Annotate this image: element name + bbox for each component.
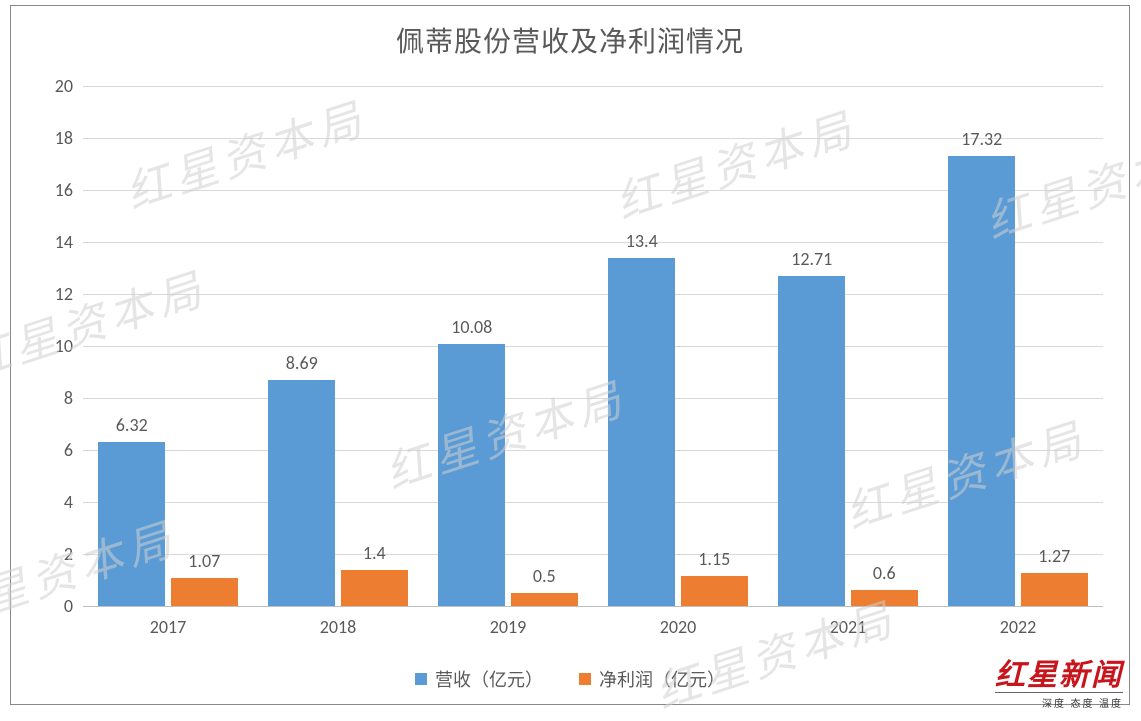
bar <box>511 593 578 606</box>
data-label: 0.5 <box>533 565 556 587</box>
bar <box>948 156 1015 606</box>
y-axis-tick-label: 18 <box>38 127 73 149</box>
y-axis-tick-label: 20 <box>38 75 73 97</box>
y-axis-tick-label: 2 <box>38 543 73 565</box>
legend-label: 营收（亿元） <box>435 666 543 692</box>
legend: 营收（亿元） 净利润（亿元） <box>11 666 1129 692</box>
y-axis-tick-label: 16 <box>38 179 73 201</box>
y-axis-tick-label: 4 <box>38 491 73 513</box>
data-label: 1.07 <box>188 550 220 572</box>
x-axis-tick-label: 2019 <box>490 616 527 638</box>
x-axis-tick-label: 2021 <box>830 616 867 638</box>
plot-area: 0246810121416182020176.321.0720188.691.4… <box>83 86 1103 606</box>
bar <box>268 380 335 606</box>
x-axis-tick-label: 2017 <box>150 616 187 638</box>
bar <box>341 570 408 606</box>
bar <box>438 344 505 606</box>
logo-main-text: 红星新闻 <box>995 650 1123 694</box>
legend-swatch <box>415 673 427 685</box>
legend-item: 营收（亿元） <box>415 666 543 692</box>
source-logo: 红星新闻 深度 态度 温度 <box>995 650 1123 710</box>
y-axis-tick-label: 8 <box>38 387 73 409</box>
x-axis-tick-label: 2018 <box>320 616 357 638</box>
bar <box>681 576 748 606</box>
data-label: 6.32 <box>116 414 148 436</box>
data-label: 1.15 <box>698 548 730 570</box>
y-axis-tick-label: 14 <box>38 231 73 253</box>
gridline <box>83 138 1103 139</box>
gridline <box>83 86 1103 87</box>
bar <box>608 258 675 606</box>
data-label: 0.6 <box>873 562 896 584</box>
bar <box>778 276 845 606</box>
bar <box>171 578 238 606</box>
data-label: 13.4 <box>626 230 658 252</box>
y-axis-tick-label: 0 <box>38 595 73 617</box>
data-label: 8.69 <box>286 352 318 374</box>
chart-title: 佩蒂股份营收及净利润情况 <box>11 6 1129 70</box>
legend-item: 净利润（亿元） <box>579 666 725 692</box>
data-label: 1.4 <box>363 542 386 564</box>
bar <box>851 590 918 606</box>
gridline <box>83 606 1103 607</box>
legend-label: 净利润（亿元） <box>599 666 725 692</box>
data-label: 17.32 <box>961 128 1002 150</box>
chart-container: 佩蒂股份营收及净利润情况 0 2 4 6 8 10 12 14 16 18 20 2017 6.32 1.… <box>10 5 1130 705</box>
y-axis-tick-label: 10 <box>38 335 73 357</box>
logo-sub-text: 深度 态度 温度 <box>995 692 1123 710</box>
legend-swatch <box>579 673 591 685</box>
y-axis-tick-label: 12 <box>38 283 73 305</box>
data-label: 10.08 <box>451 316 492 338</box>
y-axis-tick-label: 6 <box>38 439 73 461</box>
x-axis-tick-label: 2020 <box>660 616 697 638</box>
data-label: 1.27 <box>1038 545 1070 567</box>
data-label: 12.71 <box>791 248 832 270</box>
bar <box>98 442 165 606</box>
bar <box>1021 573 1088 606</box>
x-axis-tick-label: 2022 <box>1000 616 1037 638</box>
